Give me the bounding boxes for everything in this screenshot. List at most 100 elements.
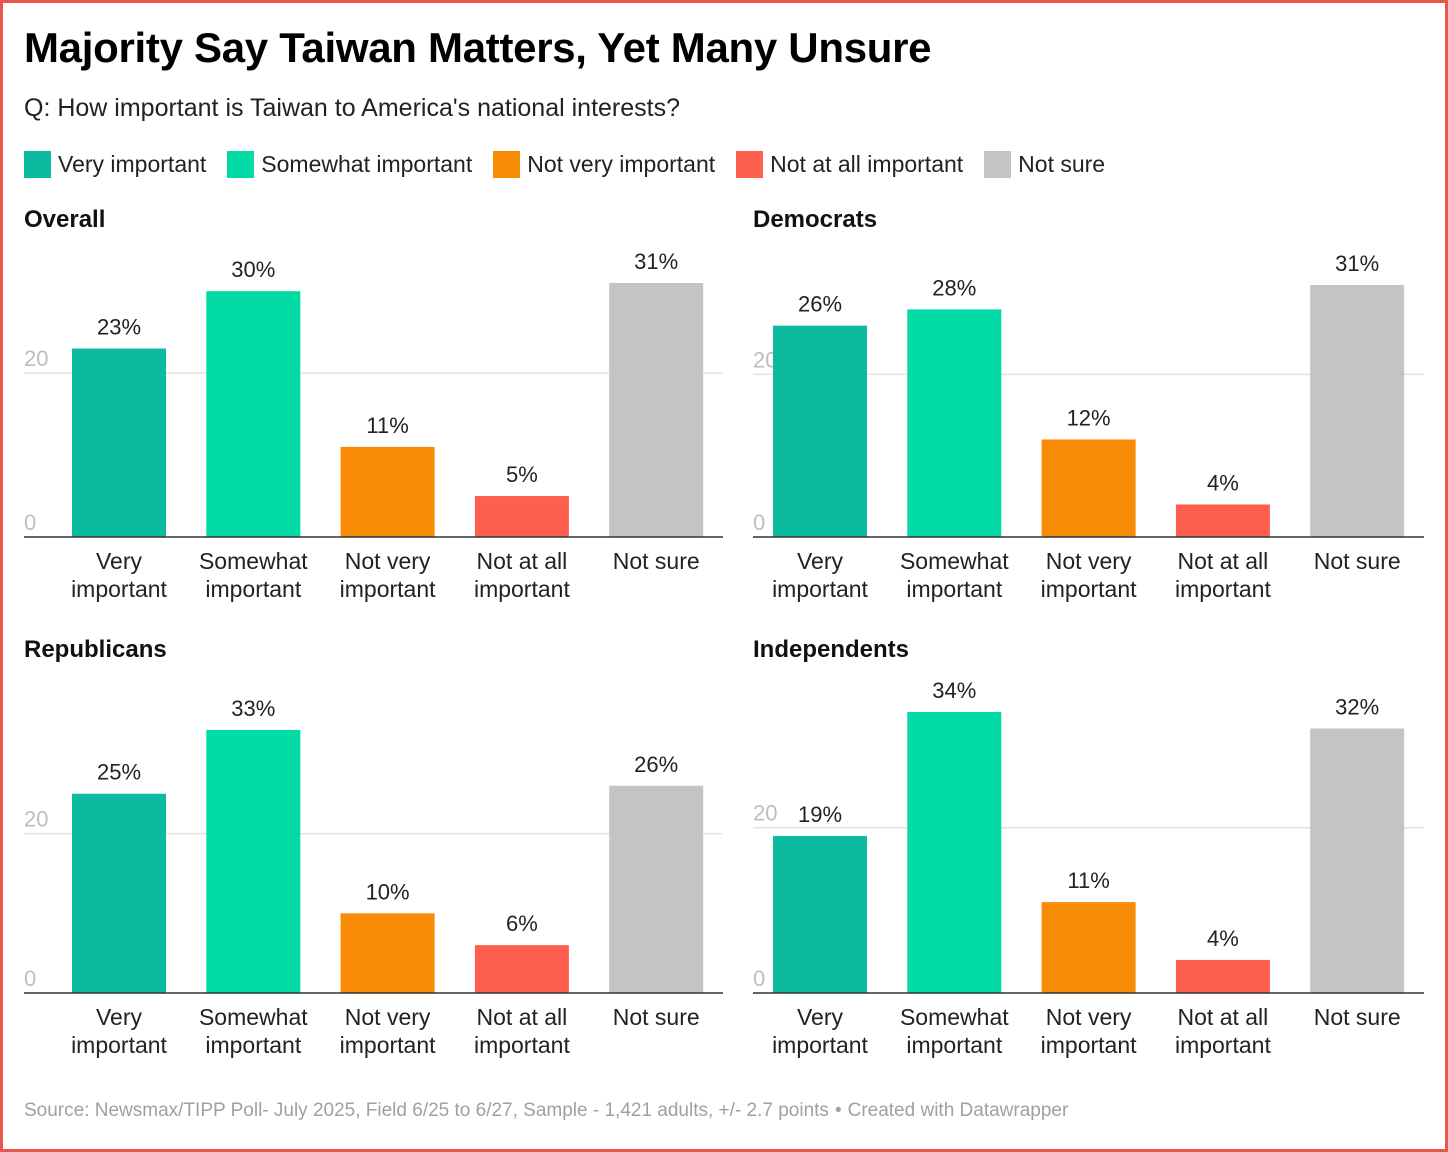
overall-category-label: Somewhat [199, 548, 308, 574]
republicans-value-label: 6% [506, 911, 538, 936]
republicans-category-label: Not sure [613, 1004, 700, 1030]
independents-category-label: important [906, 1032, 1002, 1058]
legend-item-somewhat-important: Somewhat important [227, 151, 472, 178]
independents-category-label: Somewhat [900, 1004, 1009, 1030]
independents-value-label: 19% [798, 802, 842, 827]
republicans-category-label: Not at all [477, 1004, 568, 1030]
source-credit: Created with Datawrapper [847, 1100, 1069, 1121]
independents-category-label: important [1175, 1032, 1271, 1058]
democrats-bar-very-important [773, 325, 867, 537]
republicans-category-label: important [474, 1032, 570, 1058]
overall-bar-somewhat-important [206, 291, 301, 537]
democrats-value-label: 26% [798, 292, 842, 317]
independents-value-label: 11% [1067, 868, 1109, 893]
panel-title-republicans: Republicans [24, 636, 167, 663]
overall-value-label: 5% [506, 462, 538, 487]
panel-title-democrats: Democrats [753, 206, 878, 233]
legend-label: Not very important [527, 151, 716, 177]
republicans-category-label: important [205, 1032, 301, 1058]
republicans-bar-not-sure [609, 785, 704, 993]
overall-bar-very-important [72, 348, 166, 537]
overall-category-label: important [71, 576, 167, 602]
republicans-category-label: important [340, 1032, 436, 1058]
legend-label: Very important [58, 151, 207, 177]
overall-category-label: important [474, 576, 570, 602]
independents-bar-not-very-important [1041, 902, 1136, 993]
democrats-category-label: Not sure [1314, 548, 1401, 574]
overall-value-label: 11% [366, 413, 408, 438]
republicans-category-label: Very [96, 1004, 143, 1030]
republicans-value-label: 25% [97, 760, 141, 785]
independents-value-label: 32% [1335, 695, 1379, 720]
republicans-category-label: Not very [345, 1004, 431, 1030]
republicans-bar-not-very-important [340, 913, 435, 993]
overall-category-label: Not at all [477, 548, 568, 574]
republicans-value-label: 10% [366, 879, 410, 904]
overall-category-label: Very [96, 548, 143, 574]
overall-bar-not-very-important [340, 446, 435, 537]
republicans-bar-not-at-all-important [474, 945, 569, 993]
independents-category-label: Not sure [1314, 1004, 1401, 1030]
legend-label: Somewhat important [261, 151, 473, 177]
democrats-bar-not-at-all-important [1175, 504, 1270, 537]
legend-item-not-sure: Not sure [984, 151, 1105, 178]
overall-value-label: 31% [634, 249, 678, 274]
democrats-category-label: Very [797, 548, 844, 574]
legend-item-not-at-all-important: Not at all important [736, 151, 963, 178]
democrats-bar-not-sure [1310, 285, 1405, 537]
source-note: Source: Newsmax/TIPP Poll- July 2025, Fi… [24, 1100, 1068, 1122]
republicans-category-label: Somewhat [199, 1004, 308, 1030]
overall-category-label: important [340, 576, 436, 602]
independents-bar-not-at-all-important [1175, 959, 1270, 993]
republicans-bar-very-important [72, 793, 166, 993]
independents-category-label: Not very [1046, 1004, 1132, 1030]
legend-swatch [984, 151, 1012, 178]
legend-swatch [24, 151, 51, 178]
panel-title-overall: Overall [24, 206, 106, 233]
republicans-value-label: 26% [634, 752, 678, 777]
democrats-category-label: Not at all [1178, 548, 1269, 574]
democrats-category-label: important [1175, 576, 1271, 602]
panel-title-independents: Independents [753, 636, 910, 663]
independents-category-label: important [772, 1032, 868, 1058]
democrats-category-label: Somewhat [900, 548, 1009, 574]
independents-bar-somewhat-important [907, 712, 1002, 993]
overall-category-label: Not very [345, 548, 431, 574]
democrats-category-label: important [772, 576, 868, 602]
republicans-y-tick-label: 20 [24, 807, 48, 832]
overall-value-label: 30% [231, 257, 275, 282]
republicans-category-label: important [71, 1032, 167, 1058]
democrats-value-label: 31% [1335, 251, 1379, 276]
republicans-bar-somewhat-important [206, 729, 301, 993]
overall-value-label: 23% [97, 315, 141, 340]
democrats-value-label: 12% [1067, 405, 1111, 430]
overall-bar-not-sure [609, 283, 704, 537]
legend-label: Not sure [1018, 151, 1106, 177]
independents-value-label: 4% [1207, 926, 1239, 951]
democrats-value-label: 4% [1207, 470, 1239, 495]
overall-category-label: important [205, 576, 301, 602]
democrats-category-label: important [906, 576, 1002, 602]
chart-subtitle: Q: How important is Taiwan to America's … [24, 94, 680, 122]
source-text: Source: Newsmax/TIPP Poll- July 2025, Fi… [24, 1100, 829, 1121]
source-separator: • [834, 1100, 842, 1121]
republicans-value-label: 33% [231, 696, 275, 721]
overall-category-label: Not sure [613, 548, 700, 574]
independents-bar-very-important [773, 835, 867, 993]
democrats-category-label: important [1041, 576, 1137, 602]
republicans-y-tick-label: 0 [24, 966, 36, 991]
legend-item-not-very-important: Not very important [493, 151, 715, 178]
independents-y-tick-label: 0 [753, 966, 765, 991]
independents-category-label: important [1041, 1032, 1137, 1058]
democrats-bar-not-very-important [1041, 439, 1136, 537]
chart-title: Majority Say Taiwan Matters, Yet Many Un… [24, 24, 932, 71]
legend-item-very-important: Very important [24, 151, 206, 178]
overall-bar-not-at-all-important [474, 496, 569, 537]
overall-y-tick-label: 0 [24, 510, 36, 535]
overall-y-tick-label: 20 [24, 346, 48, 371]
independents-category-label: Not at all [1178, 1004, 1269, 1030]
democrats-y-tick-label: 0 [753, 510, 765, 535]
democrats-value-label: 28% [932, 275, 976, 300]
legend-swatch [736, 151, 764, 178]
